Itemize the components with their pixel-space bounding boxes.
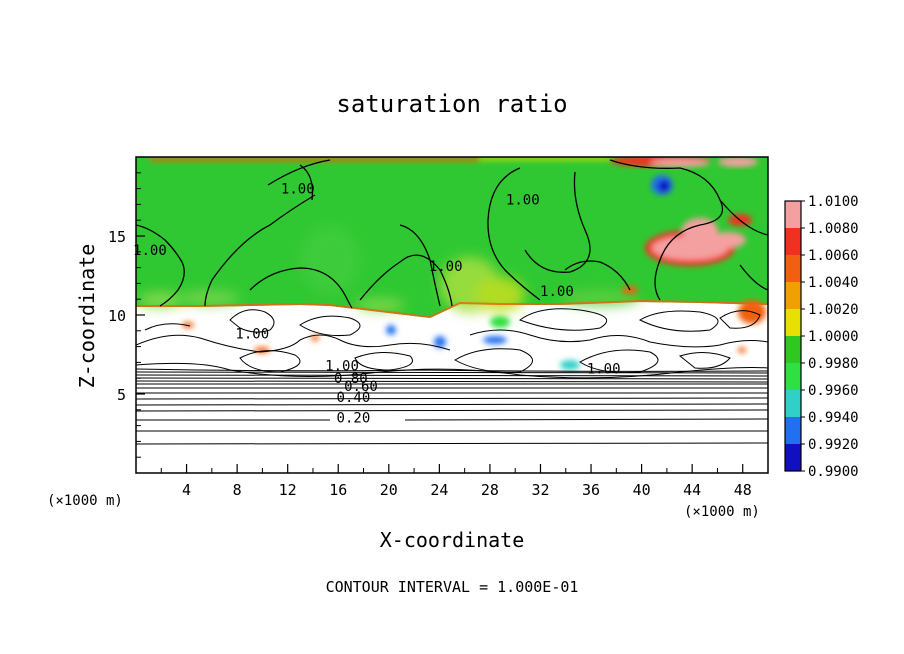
heatmap-field (136, 157, 768, 473)
x-tick-label: 48 (734, 481, 752, 499)
contour-label: 1.00 (281, 181, 315, 197)
x-tick-label: 44 (683, 481, 701, 499)
x-tick-label: 32 (531, 481, 549, 499)
x-tick-label: 12 (279, 481, 297, 499)
contour-labels: 1.001.001.001.001.001.001.00 1.000.800.60… (133, 181, 620, 426)
x-tick-label: 4 (182, 481, 191, 499)
colorbar-label: 1.0000 (808, 329, 859, 345)
x-unit-label-left: (×1000 m) (47, 493, 123, 509)
contour-label: 1.00 (133, 243, 167, 259)
contour-lines (136, 159, 768, 309)
colorbar-label: 1.0080 (808, 221, 859, 237)
colorbar-label: 0.9900 (808, 464, 859, 480)
contour-label: 0.20 (337, 410, 371, 426)
colorbar-label: 1.0060 (808, 248, 859, 264)
contour-label: 1.00 (235, 327, 269, 343)
colorbar-label: 0.9980 (808, 356, 859, 372)
colorbar-swatch (785, 444, 801, 471)
contour-label: 0.80 (334, 371, 368, 387)
colorbar-label: 1.0100 (808, 194, 859, 210)
colorbar-swatch (785, 309, 801, 336)
colorbar-swatch (785, 282, 801, 309)
y-tick-label: 15 (108, 228, 126, 246)
x-tick-label: 36 (582, 481, 600, 499)
contour-label: 1.00 (506, 192, 540, 208)
colorbar-swatch (785, 336, 801, 363)
colorbar-swatch (785, 255, 801, 282)
contour-label: 1.00 (429, 259, 463, 275)
y-axis-label: Z-coordinate (75, 244, 99, 389)
colorbar-swatch (785, 201, 801, 228)
colorbar-label: 0.9940 (808, 410, 859, 426)
x-unit-label-right: (×1000 m) (684, 504, 760, 520)
x-tick-label: 16 (329, 481, 347, 499)
y-tick-label: 10 (108, 307, 126, 325)
contour-interval-note: CONTOUR INTERVAL = 1.000E-01 (326, 578, 579, 596)
x-tick-label: 40 (633, 481, 651, 499)
y-axis: 5 10 15 (108, 172, 145, 458)
colorbar-swatch (785, 390, 801, 417)
colorbar-swatch (785, 417, 801, 444)
contour-label: 1.00 (540, 284, 574, 300)
x-axis: 4 8 12 16 20 24 28 32 36 40 44 48 (160, 464, 752, 499)
contour-label: 0.60 (344, 379, 378, 395)
x-tick-label: 8 (233, 481, 242, 499)
x-tick-label: 28 (481, 481, 499, 499)
colorbar-label: 0.9960 (808, 383, 859, 399)
colorbar-label: 1.0040 (808, 275, 859, 291)
contour-label: 1.00 (587, 361, 621, 377)
y-tick-label: 5 (117, 386, 126, 404)
contour-label: 1.00 (325, 358, 359, 374)
colorbar-swatch (785, 228, 801, 255)
colorbar-label: 0.9920 (808, 437, 859, 453)
x-tick-label: 24 (430, 481, 448, 499)
x-axis-label: X-coordinate (380, 528, 525, 552)
colorbar-swatch (785, 363, 801, 390)
chart-title: saturation ratio (336, 90, 567, 118)
x-tick-label: 20 (380, 481, 398, 499)
colorbar-label: 1.0020 (808, 302, 859, 318)
contour-label: 0.40 (337, 390, 371, 406)
colorbar: 1.0100 1.0080 1.0060 1.0040 1.0020 1.0000 0.99… (784, 194, 859, 480)
supersaturated-green-region (136, 157, 768, 318)
